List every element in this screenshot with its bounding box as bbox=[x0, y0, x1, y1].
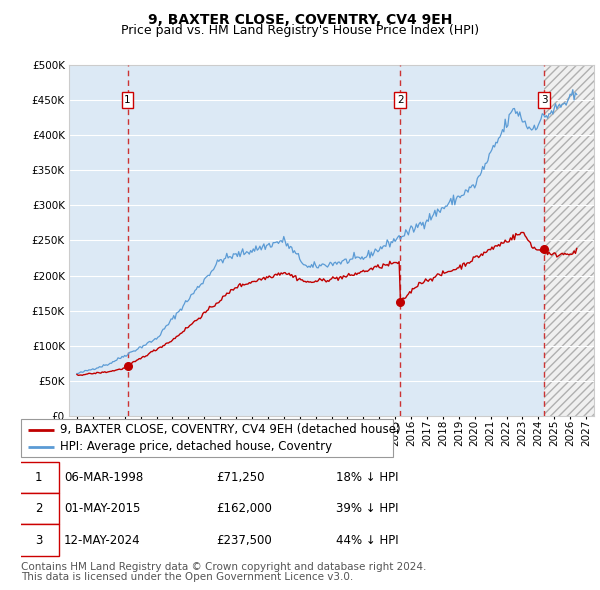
Text: 2: 2 bbox=[397, 95, 404, 105]
Text: 44% ↓ HPI: 44% ↓ HPI bbox=[336, 533, 399, 546]
Text: HPI: Average price, detached house, Coventry: HPI: Average price, detached house, Cove… bbox=[60, 440, 332, 453]
Text: 2: 2 bbox=[35, 502, 43, 516]
Text: £71,250: £71,250 bbox=[216, 471, 265, 484]
Text: 1: 1 bbox=[124, 95, 131, 105]
Text: 3: 3 bbox=[541, 95, 547, 105]
Text: 3: 3 bbox=[35, 533, 43, 546]
Bar bbox=[69, 65, 544, 416]
Bar bbox=[544, 65, 594, 416]
FancyBboxPatch shape bbox=[21, 419, 393, 457]
Text: 18% ↓ HPI: 18% ↓ HPI bbox=[336, 471, 398, 484]
Text: Contains HM Land Registry data © Crown copyright and database right 2024.: Contains HM Land Registry data © Crown c… bbox=[21, 562, 427, 572]
FancyBboxPatch shape bbox=[18, 493, 59, 525]
Text: £237,500: £237,500 bbox=[216, 533, 272, 546]
Text: 01-MAY-2015: 01-MAY-2015 bbox=[64, 502, 140, 516]
Text: 9, BAXTER CLOSE, COVENTRY, CV4 9EH (detached house): 9, BAXTER CLOSE, COVENTRY, CV4 9EH (deta… bbox=[60, 423, 401, 436]
Text: This data is licensed under the Open Government Licence v3.0.: This data is licensed under the Open Gov… bbox=[21, 572, 353, 582]
Text: 1: 1 bbox=[35, 471, 43, 484]
Bar bbox=[544, 65, 594, 416]
Text: £162,000: £162,000 bbox=[216, 502, 272, 516]
FancyBboxPatch shape bbox=[18, 462, 59, 493]
Text: 12-MAY-2024: 12-MAY-2024 bbox=[64, 533, 140, 546]
Text: 39% ↓ HPI: 39% ↓ HPI bbox=[336, 502, 398, 516]
Text: Price paid vs. HM Land Registry's House Price Index (HPI): Price paid vs. HM Land Registry's House … bbox=[121, 24, 479, 37]
Text: 9, BAXTER CLOSE, COVENTRY, CV4 9EH: 9, BAXTER CLOSE, COVENTRY, CV4 9EH bbox=[148, 13, 452, 27]
FancyBboxPatch shape bbox=[18, 525, 59, 556]
Text: 06-MAR-1998: 06-MAR-1998 bbox=[64, 471, 143, 484]
